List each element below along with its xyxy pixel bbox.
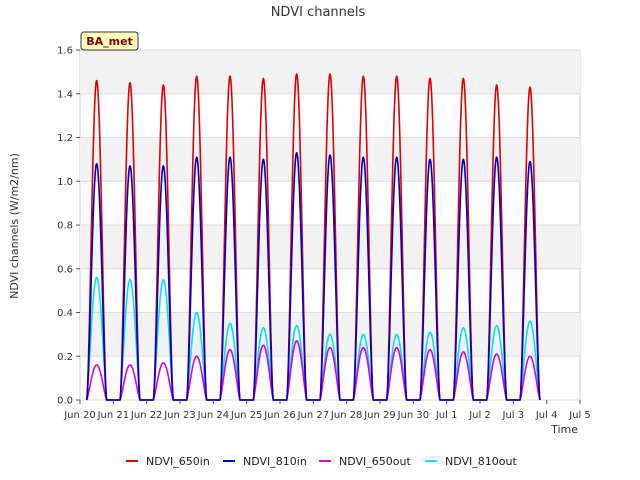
y-tick-label: 0.6 xyxy=(57,264,73,275)
x-tick-label: Jun 25 xyxy=(230,410,263,421)
site-badge-text: BA_met xyxy=(86,35,133,48)
legend-label: NDVI_810out xyxy=(445,455,517,468)
legend-item-ndvi_810in: NDVI_810in xyxy=(223,455,307,468)
grid-band xyxy=(80,225,580,269)
x-tick-label: Jun 28 xyxy=(330,410,363,421)
grid-band xyxy=(80,137,580,182)
x-tick-label: Jul 1 xyxy=(435,410,458,421)
x-tick-label: Jun 23 xyxy=(163,410,196,421)
x-tick-label: Jun 27 xyxy=(297,410,330,421)
grid-band xyxy=(80,50,580,94)
x-tick-label: Jul 5 xyxy=(568,410,591,421)
x-tick-label: Jun 20 xyxy=(63,410,96,421)
x-axis-ticks: Jun 20 Jun 21 Jun 22 Jun 23 Jun 24 Jun 25 Jun … xyxy=(63,400,591,421)
y-axis-ticks: 0.0 0.2 0.4 0.6 0.8 1.0 1.2 1.4 1.6 xyxy=(57,46,80,407)
gridlines xyxy=(80,49,580,401)
y-axis-label: NDVI channels (W/m2/nm) xyxy=(8,153,21,299)
legend-label: NDVI_650out xyxy=(339,455,411,468)
chart-title: NDVI channels xyxy=(271,5,366,20)
y-tick-label: 0.2 xyxy=(57,352,73,363)
y-tick-label: 1.6 xyxy=(57,46,73,57)
legend: NDVI_650in NDVI_810in NDVI_650out NDVI_810o… xyxy=(126,455,517,468)
y-tick-label: 1.2 xyxy=(57,133,73,144)
x-tick-label: Jun 26 xyxy=(263,410,296,421)
y-tick-label: 0.0 xyxy=(57,396,73,407)
legend-item-ndvi_810out: NDVI_810out xyxy=(425,455,517,468)
legend-label: NDVI_810in xyxy=(243,455,307,468)
x-tick-label: Jul 2 xyxy=(468,410,491,421)
x-tick-label: Jul 4 xyxy=(535,410,558,421)
legend-item-ndvi_650out: NDVI_650out xyxy=(319,455,411,468)
y-tick-label: 1.0 xyxy=(57,177,73,188)
x-axis-label: Time xyxy=(550,423,578,436)
x-tick-label: Jun 29 xyxy=(363,410,396,421)
site-badge-box xyxy=(80,31,139,51)
y-tick-label: 1.4 xyxy=(57,89,73,100)
legend-item-ndvi_650in: NDVI_650in xyxy=(126,455,210,468)
site-badge: BA_met xyxy=(80,31,139,51)
x-tick-label: Jun 24 xyxy=(197,410,230,421)
x-tick-label: Jun 22 xyxy=(130,410,163,421)
legend-label: NDVI_650in xyxy=(146,455,210,468)
x-tick-label: Jul 3 xyxy=(502,410,525,421)
y-tick-label: 0.4 xyxy=(57,308,73,319)
x-tick-label: Jun 21 xyxy=(97,410,130,421)
y-tick-label: 0.8 xyxy=(57,221,73,232)
x-tick-label: Jun 30 xyxy=(397,410,430,421)
